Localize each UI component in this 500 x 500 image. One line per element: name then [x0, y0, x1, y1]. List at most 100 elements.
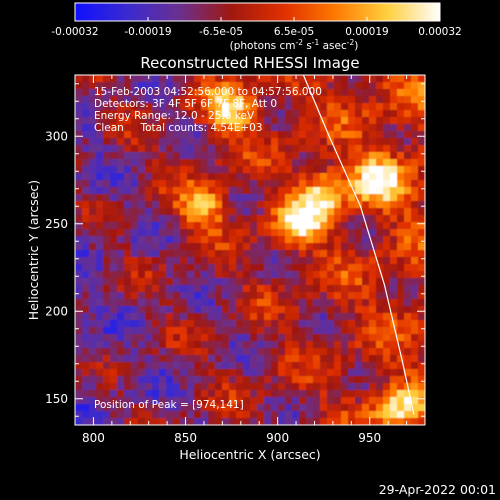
heatmap-cell — [306, 166, 314, 174]
heatmap-cell — [159, 404, 167, 412]
heatmap-cell — [334, 180, 342, 188]
heatmap-cell — [145, 194, 153, 202]
heatmap-cell — [271, 82, 279, 90]
heatmap-cell — [159, 285, 167, 293]
heatmap-cell — [257, 194, 265, 202]
heatmap-cell — [264, 215, 272, 223]
heatmap-cell — [383, 376, 391, 384]
heatmap-cell — [194, 257, 202, 265]
heatmap-cell — [75, 96, 83, 104]
heatmap-cell — [166, 145, 174, 153]
heatmap-cell — [194, 348, 202, 356]
heatmap-cell — [89, 341, 97, 349]
heatmap-cell — [194, 236, 202, 244]
heatmap-cell — [89, 271, 97, 279]
heatmap-cell — [341, 159, 349, 167]
heatmap-cell — [215, 397, 223, 405]
heatmap-cell — [299, 89, 307, 97]
heatmap-cell — [131, 369, 139, 377]
heatmap-cell — [208, 376, 216, 384]
heatmap-cell — [264, 159, 272, 167]
heatmap-cell — [418, 138, 425, 146]
heatmap-cell — [334, 82, 342, 90]
heatmap-cell — [124, 299, 132, 307]
heatmap-cell — [145, 82, 153, 90]
heatmap-cell — [117, 411, 125, 419]
heatmap-cell — [376, 271, 384, 279]
heatmap-cell — [229, 341, 237, 349]
heatmap-cell — [145, 383, 153, 391]
heatmap-cell — [194, 208, 202, 216]
heatmap-cell — [138, 292, 146, 300]
heatmap-cell — [362, 369, 370, 377]
heatmap-cell — [236, 411, 244, 419]
heatmap-cell — [369, 334, 377, 342]
heatmap-cell — [243, 194, 251, 202]
heatmap-cell — [355, 341, 363, 349]
heatmap-cell — [229, 271, 237, 279]
heatmap-cell — [250, 271, 258, 279]
heatmap-cell — [173, 131, 181, 139]
heatmap-cell — [103, 327, 111, 335]
heatmap-cell — [334, 334, 342, 342]
heatmap-cell — [152, 75, 160, 83]
heatmap-cell — [369, 89, 377, 97]
heatmap-cell — [250, 236, 258, 244]
heatmap-cell — [236, 110, 244, 118]
heatmap-cell — [180, 152, 188, 160]
heatmap-cell — [243, 383, 251, 391]
heatmap-cell — [278, 194, 286, 202]
heatmap-cell — [117, 138, 125, 146]
heatmap-cell — [124, 278, 132, 286]
heatmap-cell — [222, 418, 230, 425]
heatmap-cell — [313, 411, 321, 419]
heatmap-cell — [257, 110, 265, 118]
heatmap-cell — [173, 215, 181, 223]
heatmap-cell — [208, 152, 216, 160]
heatmap-cell — [82, 376, 90, 384]
heatmap-cell — [124, 355, 132, 363]
heatmap-cell — [278, 236, 286, 244]
heatmap-cell — [341, 145, 349, 153]
heatmap-cell — [180, 187, 188, 195]
heatmap-cell — [124, 208, 132, 216]
heatmap-cell — [243, 285, 251, 293]
heatmap-cell — [369, 201, 377, 209]
heatmap-cell — [138, 159, 146, 167]
heatmap-cell — [355, 327, 363, 335]
heatmap-cell — [229, 75, 237, 83]
heatmap-cell — [292, 285, 300, 293]
heatmap-cell — [313, 383, 321, 391]
heatmap-cell — [257, 418, 265, 425]
heatmap-cell — [397, 145, 405, 153]
heatmap-cell — [229, 327, 237, 335]
heatmap-cell — [201, 369, 209, 377]
heatmap-cell — [278, 229, 286, 237]
heatmap-cell — [96, 159, 104, 167]
heatmap-cell — [390, 313, 398, 321]
heatmap-cell — [320, 278, 328, 286]
heatmap-cell — [418, 152, 425, 160]
heatmap-cell — [313, 187, 321, 195]
heatmap-cell — [278, 96, 286, 104]
heatmap-cell — [187, 397, 195, 405]
heatmap-cell — [250, 264, 258, 272]
heatmap-cell — [390, 215, 398, 223]
heatmap-cell — [131, 278, 139, 286]
heatmap-cell — [383, 152, 391, 160]
heatmap-cell — [383, 201, 391, 209]
heatmap-cell — [411, 89, 419, 97]
heatmap-cell — [152, 166, 160, 174]
heatmap-cell — [201, 278, 209, 286]
heatmap-cell — [222, 257, 230, 265]
heatmap-cell — [292, 306, 300, 314]
heatmap-cell — [376, 110, 384, 118]
heatmap-cell — [404, 355, 412, 363]
heatmap-cell — [201, 285, 209, 293]
heatmap-cell — [152, 243, 160, 251]
heatmap-cell — [271, 355, 279, 363]
heatmap-cell — [138, 250, 146, 258]
heatmap-cell — [390, 117, 398, 125]
heatmap-cell — [376, 383, 384, 391]
heatmap-cell — [117, 418, 125, 425]
